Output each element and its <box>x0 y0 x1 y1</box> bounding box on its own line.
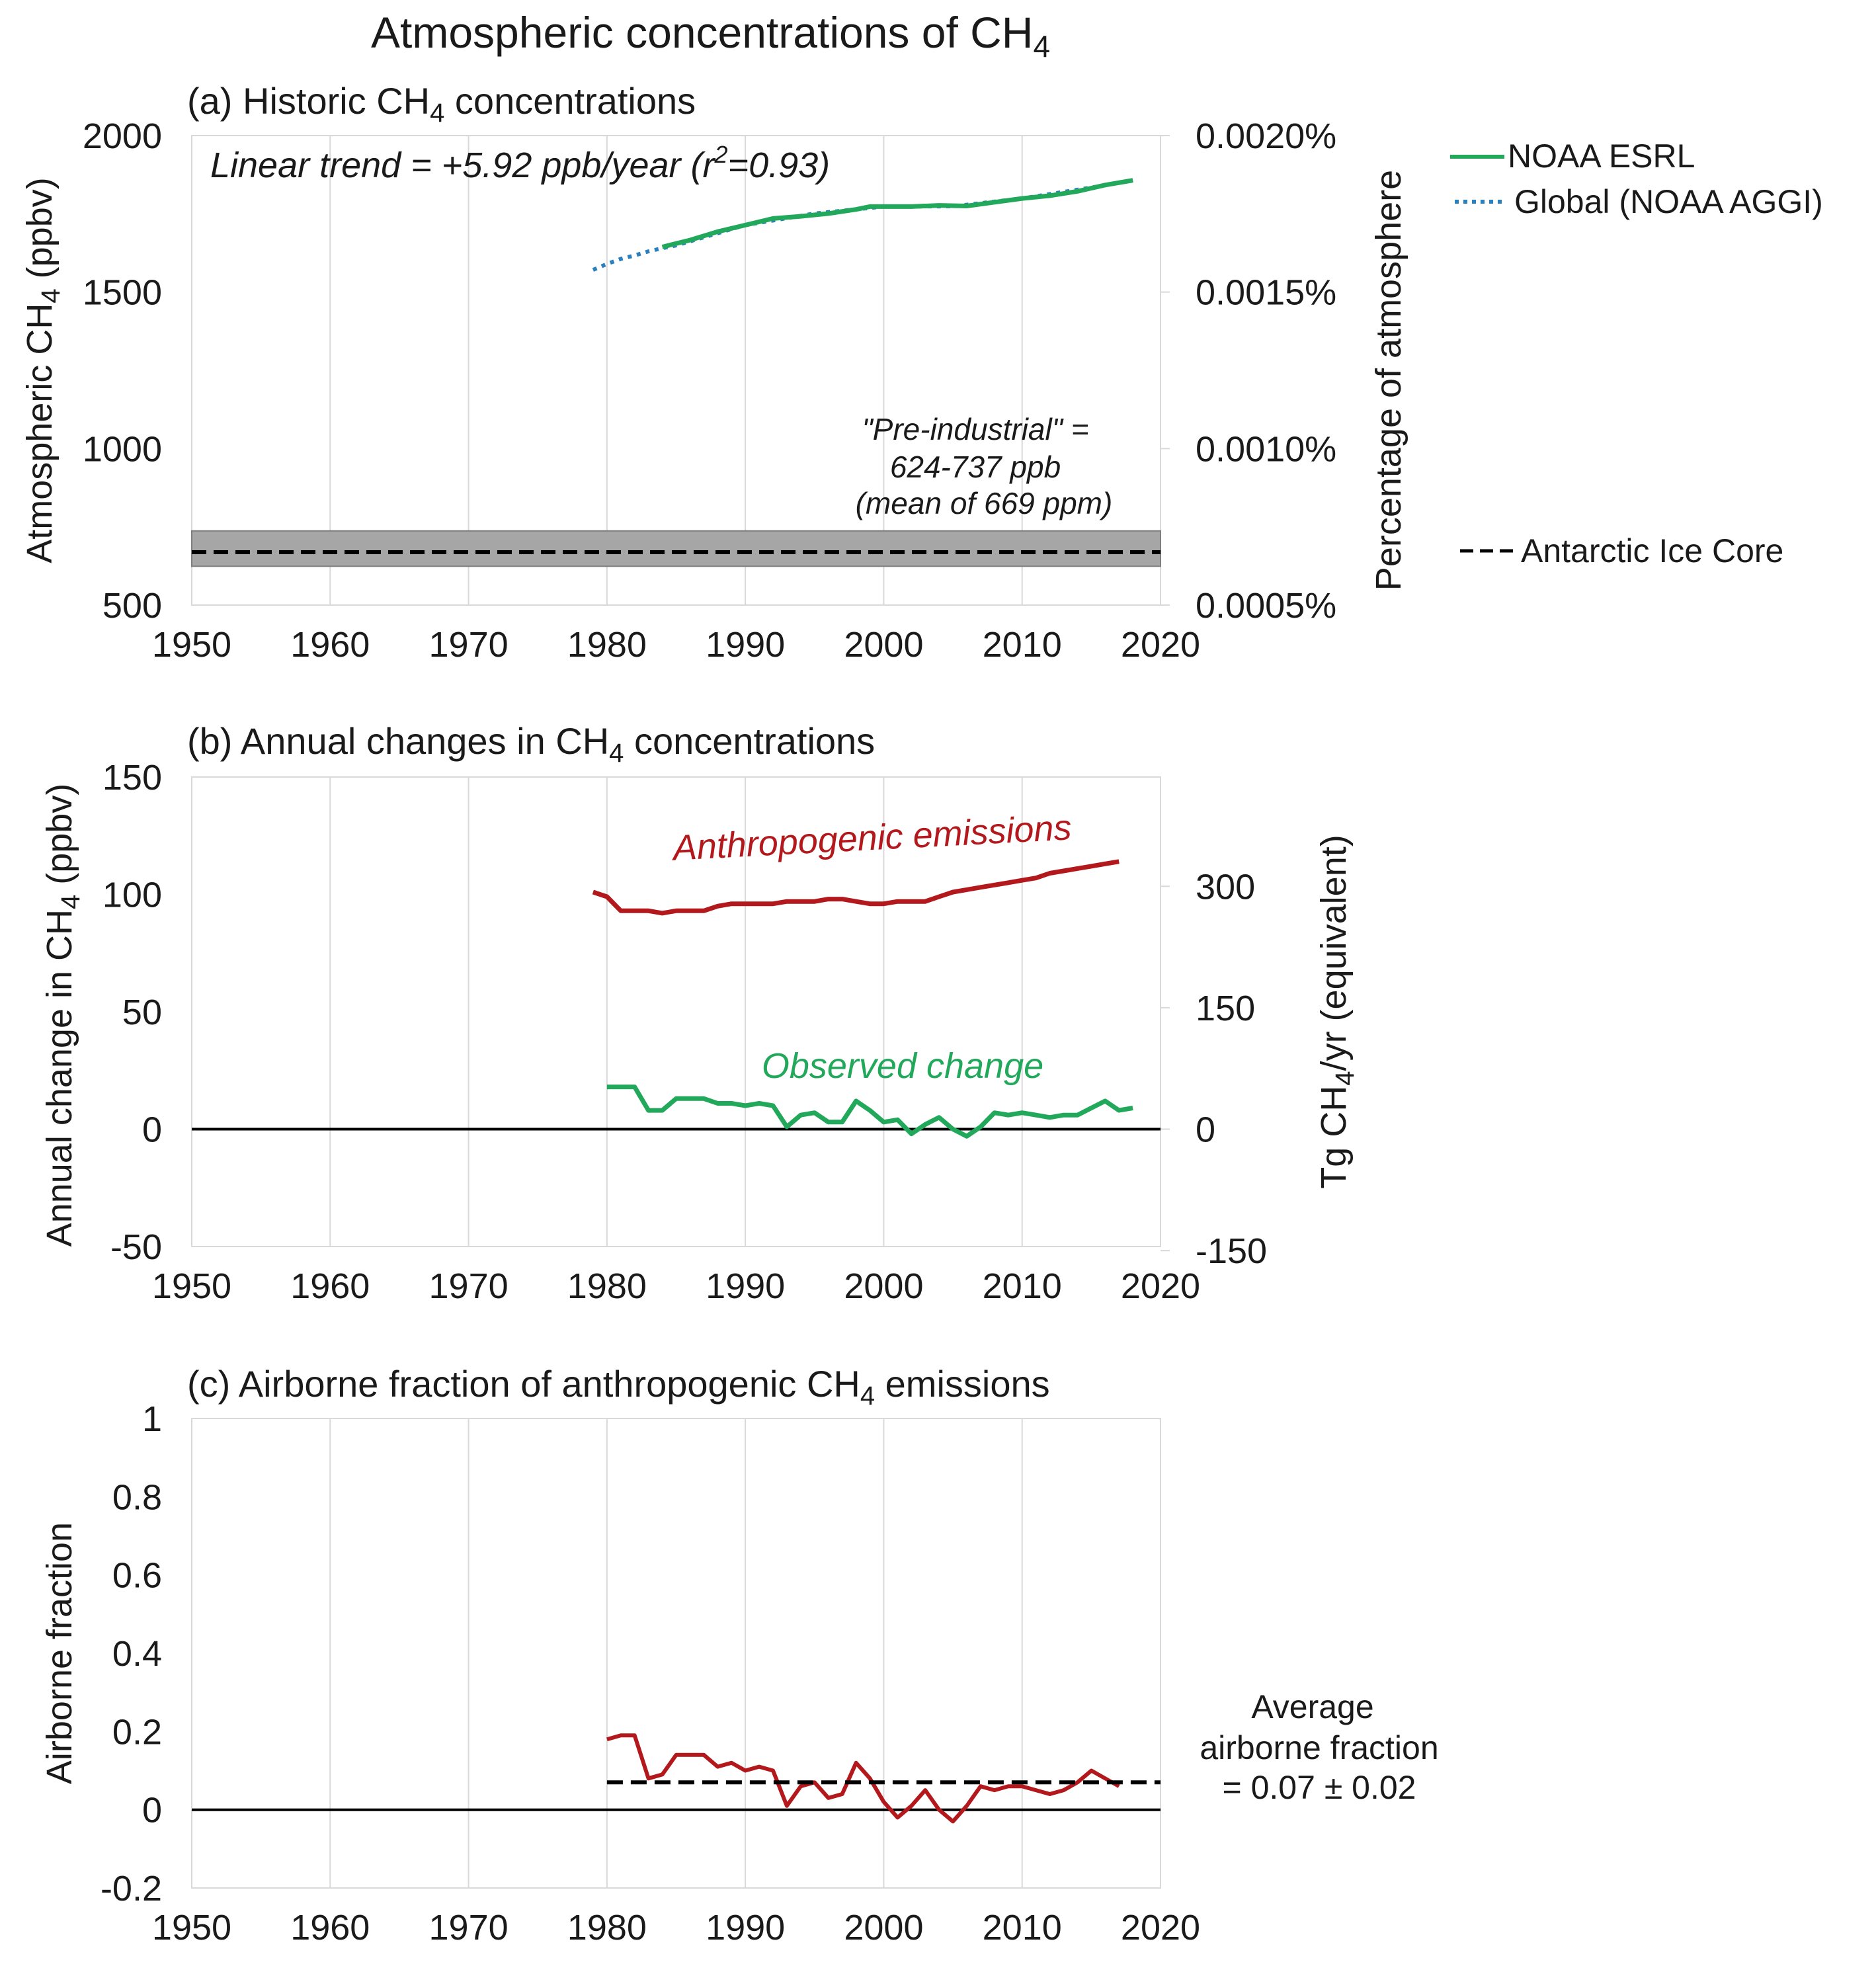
y-tick-label: 0 <box>142 1110 162 1150</box>
y-tick-label: 150 <box>102 758 162 798</box>
x-tick-label: 2010 <box>983 1266 1062 1306</box>
panel-b: (b) Annual changes in CH4 concentrations… <box>40 720 1360 1306</box>
panel-a-y-ticks: 500 1000 1500 2000 <box>83 116 162 626</box>
y-tick-label: -0.2 <box>101 1869 162 1908</box>
y-tick-label: 50 <box>122 993 162 1032</box>
x-tick-label: 1960 <box>290 625 370 665</box>
average-fraction-line-1: Average <box>1251 1688 1373 1725</box>
panel-b-frame <box>191 776 1161 1247</box>
panel-c-x-ticks: 1950 1960 1970 1980 1990 2000 2010 2020 <box>152 1908 1200 1948</box>
panel-a-y2-axis-label: Percentage of atmosphere <box>1369 170 1408 591</box>
y2-tick-label: 0 <box>1196 1110 1215 1150</box>
panel-b-y2-axis-label: Tg CH4/yr (equivalent) <box>1314 835 1360 1188</box>
anthropogenic-emissions-label: Anthropogenic emissions <box>670 807 1073 868</box>
panel-a-y2-ticks: 0.0005% 0.0010% 0.0015% 0.0020% <box>1161 116 1336 626</box>
panel-b-title: (b) Annual changes in CH4 concentrations <box>187 720 875 768</box>
x-tick-label: 2010 <box>983 625 1062 665</box>
x-tick-label: 2000 <box>844 625 923 665</box>
y-tick-label: 1 <box>142 1399 162 1439</box>
x-tick-label: 1950 <box>152 1266 231 1306</box>
x-tick-label: 1970 <box>429 1266 509 1306</box>
x-tick-label: 1970 <box>429 1908 509 1948</box>
x-tick-label: 1950 <box>152 1908 231 1948</box>
y-tick-label: 0 <box>142 1791 162 1830</box>
panel-a-frame <box>191 135 1161 606</box>
x-tick-label: 1980 <box>567 625 647 665</box>
y-tick-label: 500 <box>102 586 162 626</box>
average-fraction-line-2: airborne fraction <box>1200 1729 1438 1766</box>
x-tick-label: 1980 <box>567 1266 647 1306</box>
y2-tick-label: 0.0015% <box>1196 273 1336 313</box>
y2-tick-label: 300 <box>1196 867 1255 907</box>
panel-a-grid <box>191 136 1161 605</box>
x-tick-label: 1980 <box>567 1908 647 1948</box>
y2-tick-label: 150 <box>1196 989 1255 1028</box>
panel-b-y-axis-label: Annual change in CH4 (ppbv) <box>40 784 85 1247</box>
x-tick-label: 2000 <box>844 1266 923 1306</box>
y-tick-label: 100 <box>102 876 162 915</box>
y-tick-label: 1500 <box>83 273 162 313</box>
panel-c-grid <box>191 1418 1161 1888</box>
airborne-fraction-line <box>606 1733 1120 1824</box>
panel-a-y-axis-label: Atmospheric CH4 (ppbv) <box>20 177 65 563</box>
y2-tick-label: 0.0020% <box>1196 116 1336 156</box>
y-tick-label: 0.6 <box>112 1556 162 1596</box>
y-tick-label: 1000 <box>83 429 162 469</box>
preindustrial-band <box>191 530 1161 567</box>
panel-c-title: (c) Airborne fraction of anthropogenic C… <box>187 1363 1050 1411</box>
preindustrial-line-3: (mean of 669 ppm) <box>856 486 1113 520</box>
preindustrial-line-1: "Pre-industrial" = <box>862 412 1088 446</box>
panel-c-y-ticks: -0.2 0 0.2 0.4 0.6 0.8 1 <box>101 1399 162 1908</box>
panel-a-plot <box>191 178 1161 567</box>
x-tick-label: 1960 <box>290 1908 370 1948</box>
panel-a-title: (a) Historic CH4 concentrations <box>187 80 696 128</box>
panel-b-y-ticks: -50 0 50 100 150 <box>102 758 162 1267</box>
x-tick-label: 1950 <box>152 625 231 665</box>
legend-noaa-label: NOAA ESRL <box>1508 138 1695 175</box>
anthropogenic-emissions-line <box>592 859 1120 916</box>
y-tick-label: -50 <box>110 1227 162 1267</box>
y-tick-label: 0.4 <box>112 1634 162 1674</box>
x-tick-label: 2020 <box>1121 1266 1200 1306</box>
panel-b-y2-ticks: -150 0 150 300 <box>1161 867 1267 1271</box>
noaa-esrl-line <box>661 178 1133 249</box>
y2-tick-label: -150 <box>1196 1231 1267 1271</box>
panel-c: (c) Airborne fraction of anthropogenic C… <box>40 1363 1439 1948</box>
y2-tick-label: 0.0010% <box>1196 429 1336 469</box>
panel-a: (a) Historic CH4 concentrations 1950 1960… <box>20 80 1823 665</box>
x-tick-label: 2010 <box>983 1908 1062 1948</box>
observed-change-label: Observed change <box>762 1046 1043 1086</box>
x-tick-label: 1960 <box>290 1266 370 1306</box>
legend-ice-core-label: Antarctic Ice Core <box>1521 532 1783 569</box>
panel-b-x-ticks: 1950 1960 1970 1980 1990 2000 2010 2020 <box>152 1266 1200 1306</box>
y-tick-label: 0.2 <box>112 1712 162 1752</box>
x-tick-label: 1990 <box>706 1908 785 1948</box>
trend-annotation: Linear trend = +5.92 ppb/year (r2=0.93) <box>210 141 830 185</box>
x-tick-label: 2000 <box>844 1908 923 1948</box>
x-tick-label: 1990 <box>706 1266 785 1306</box>
panel-a-x-ticks: 1950 1960 1970 1980 1990 2000 2010 2020 <box>152 625 1200 665</box>
panel-c-y-axis-label: Airborne fraction <box>40 1522 79 1784</box>
panel-c-plot <box>192 1733 1161 1824</box>
y2-tick-label: 0.0005% <box>1196 586 1336 626</box>
y-tick-label: 0.8 <box>112 1477 162 1517</box>
x-tick-label: 1970 <box>429 625 509 665</box>
x-tick-label: 1990 <box>706 625 785 665</box>
average-fraction-line-3: = 0.07 ± 0.02 <box>1223 1769 1416 1806</box>
x-tick-label: 2020 <box>1121 1908 1200 1948</box>
figure-title: Atmospheric concentrations of CH4 <box>371 8 1050 63</box>
panel-c-frame <box>191 1418 1161 1889</box>
panel-b-plot <box>192 859 1161 1139</box>
y-tick-label: 2000 <box>83 116 162 156</box>
x-tick-label: 2020 <box>1121 625 1200 665</box>
preindustrial-line-2: 624-737 ppb <box>890 450 1061 484</box>
legend-global-label: Global (NOAA AGGI) <box>1514 183 1823 220</box>
